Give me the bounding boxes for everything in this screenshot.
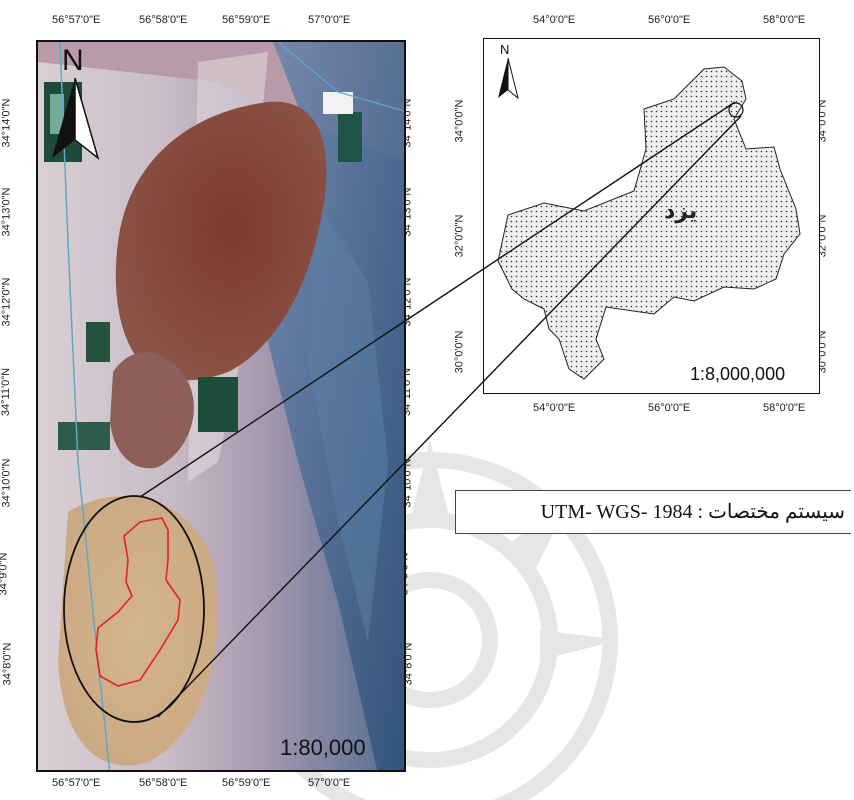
x-tick-top-4: 57°0'0"E xyxy=(308,14,351,26)
province-label: یزد xyxy=(664,198,698,223)
y-tick-left-1: 34°14'0"N xyxy=(0,98,13,148)
north-arrow-inset-icon xyxy=(498,58,519,100)
coordinate-system-value: UTM- WGS- 1984 xyxy=(540,501,693,523)
x-tick-top-3: 56°59'0"E xyxy=(222,14,271,26)
inset-y-tick-left-2: 32°0'0"N xyxy=(453,214,466,258)
north-label-inset: N xyxy=(500,42,510,57)
x-tick-bottom-4: 57°0'0"E xyxy=(308,777,351,789)
y-tick-left-6: 34°9'0"N xyxy=(0,552,10,596)
y-tick-left-2: 34°13'0"N xyxy=(0,187,13,237)
coordinate-system-box: سیستم مختصات : UTM- WGS- 1984 xyxy=(455,490,851,534)
inset-x-tick-top-2: 56°0'0"E xyxy=(648,14,691,26)
main-map-scale: 1:80,000 xyxy=(280,735,366,760)
inset-map-scale: 1:8,000,000 xyxy=(690,364,786,384)
x-tick-bottom-1: 56°57'0"E xyxy=(52,777,101,789)
inset-map-frame xyxy=(483,38,820,394)
y-tick-left-7: 34°8'0"N xyxy=(1,642,14,686)
inset-x-tick-top-1: 54°0'0"E xyxy=(533,14,576,26)
inset-x-tick-bottom-3: 58°0'0"E xyxy=(763,402,806,414)
inset-y-tick-left-1: 34°0'0"N xyxy=(453,99,466,143)
y-tick-left-3: 34°12'0"N xyxy=(0,277,13,327)
y-tick-left-5: 34°10'0"N xyxy=(0,458,13,508)
inset-x-tick-bottom-1: 54°0'0"E xyxy=(533,402,576,414)
north-arrow-icon xyxy=(52,78,100,161)
x-tick-bottom-3: 56°59'0"E xyxy=(222,777,271,789)
x-tick-top-1: 56°57'0"E xyxy=(52,14,101,26)
inset-y-tick-left-3: 30°0'0"N xyxy=(453,330,466,374)
province-shape xyxy=(497,66,801,380)
inset-x-tick-top-3: 58°0'0"E xyxy=(763,14,806,26)
coordinate-system-text: سیستم مختصات : UTM- WGS- 1984 xyxy=(541,499,845,524)
north-label-main: N xyxy=(62,44,84,77)
x-tick-top-2: 56°58'0"E xyxy=(139,14,188,26)
inset-x-tick-bottom-2: 56°0'0"E xyxy=(648,402,691,414)
coordinate-system-label: سیستم مختصات : xyxy=(697,501,845,523)
x-tick-bottom-2: 56°58'0"E xyxy=(139,777,188,789)
y-tick-left-4: 34°11'0"N xyxy=(0,367,13,417)
